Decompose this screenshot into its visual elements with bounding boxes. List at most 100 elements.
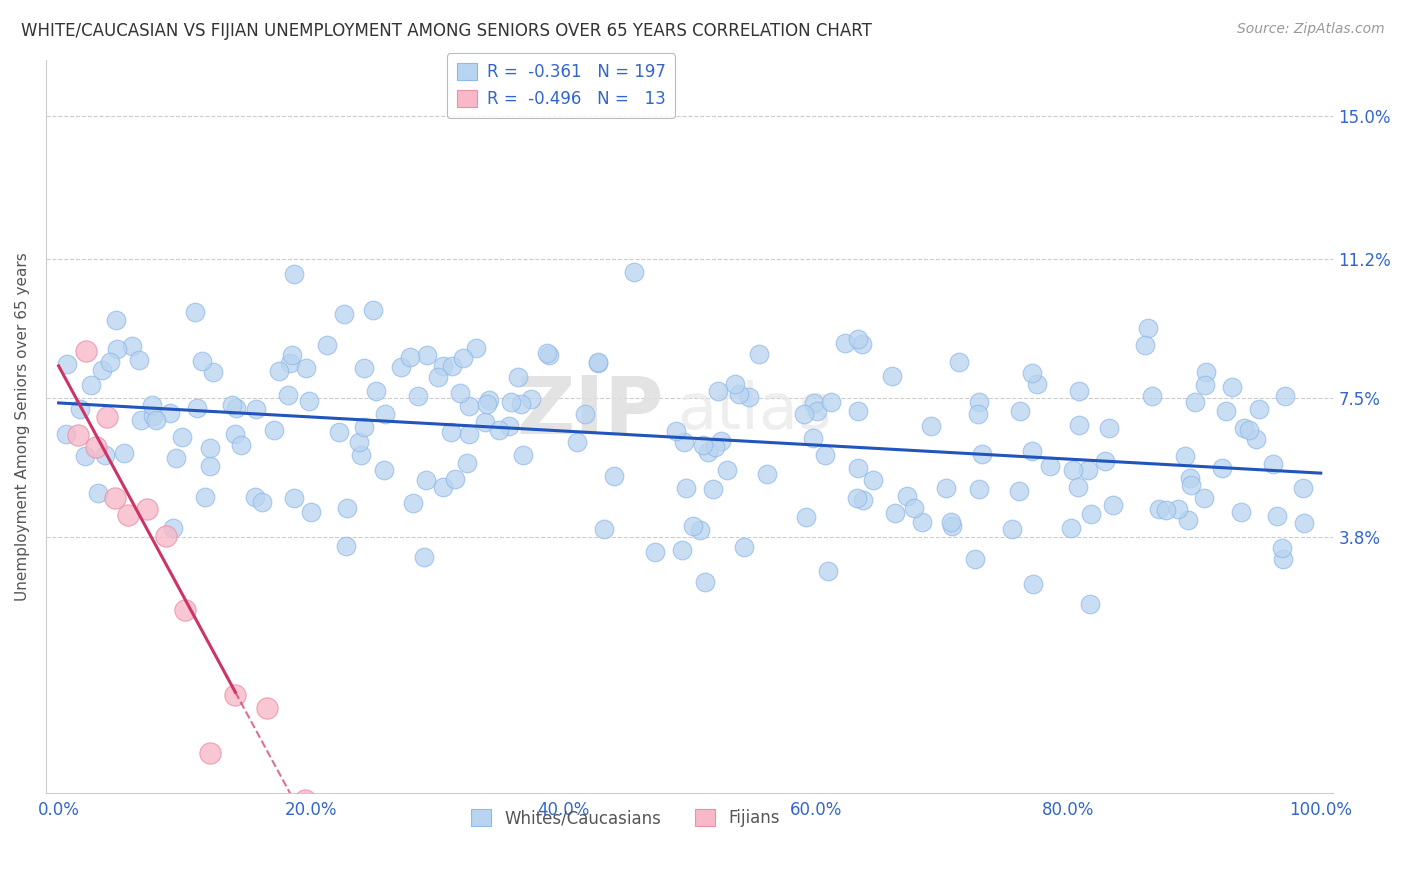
Point [221, 399, 243, 413]
Point [353, 420, 375, 434]
Point [373, 463, 395, 477]
Point [696, 445, 718, 459]
Point [817, 564, 839, 578]
Point [846, 460, 869, 475]
Point [389, 360, 412, 375]
Point [963, 551, 986, 566]
Point [1274, 389, 1296, 403]
Point [499, 395, 522, 409]
Point [862, 473, 884, 487]
Point [896, 489, 918, 503]
Point [1060, 521, 1083, 535]
Point [449, 385, 471, 400]
Point [413, 549, 436, 564]
Point [1067, 480, 1090, 494]
Y-axis label: Unemployment Among Seniors over 65 years: Unemployment Among Seniors over 65 years [15, 252, 30, 600]
Point [846, 332, 869, 346]
Point [1147, 502, 1170, 516]
Point [903, 500, 925, 515]
Point [1136, 321, 1159, 335]
Point [592, 522, 614, 536]
Point [141, 398, 163, 412]
Point [1177, 513, 1199, 527]
Point [794, 510, 817, 524]
Point [432, 359, 454, 374]
Point [737, 391, 759, 405]
Point [1230, 505, 1253, 519]
Point [475, 397, 498, 411]
Point [1247, 402, 1270, 417]
Point [66, 428, 89, 442]
Point [756, 467, 779, 481]
Point [941, 519, 963, 533]
Point [967, 482, 990, 496]
Point [186, 401, 208, 416]
Point [1178, 471, 1201, 485]
Point [121, 338, 143, 352]
Point [225, 401, 247, 416]
Point [665, 424, 688, 438]
Point [245, 401, 267, 416]
Point [623, 265, 645, 279]
Point [1195, 365, 1218, 379]
Point [1194, 377, 1216, 392]
Point [603, 469, 626, 483]
Point [277, 388, 299, 402]
Point [159, 406, 181, 420]
Point [814, 448, 837, 462]
Text: WHITE/CAUCASIAN VS FIJIAN UNEMPLOYMENT AMONG SENIORS OVER 65 YEARS CORRELATION C: WHITE/CAUCASIAN VS FIJIAN UNEMPLOYMENT A… [21, 22, 872, 40]
Point [586, 356, 609, 370]
Point [281, 348, 304, 362]
Point [86, 440, 108, 454]
Point [142, 409, 165, 423]
Point [1140, 388, 1163, 402]
Point [1271, 552, 1294, 566]
Point [162, 520, 184, 534]
Point [948, 354, 970, 368]
Point [1094, 454, 1116, 468]
Point [1215, 404, 1237, 418]
Point [194, 490, 217, 504]
Point [1263, 458, 1285, 472]
Point [880, 369, 903, 384]
Point [1098, 421, 1121, 435]
Point [250, 495, 273, 509]
Point [112, 446, 135, 460]
Point [793, 407, 815, 421]
Point [1133, 338, 1156, 352]
Point [315, 337, 337, 351]
Point [1167, 502, 1189, 516]
Point [972, 447, 994, 461]
Point [201, 365, 224, 379]
Point [453, 351, 475, 365]
Point [170, 429, 193, 443]
Point [245, 490, 267, 504]
Point [1220, 380, 1243, 394]
Point [644, 544, 666, 558]
Point [184, 304, 207, 318]
Point [1294, 516, 1316, 530]
Point [224, 426, 246, 441]
Point [748, 347, 770, 361]
Point [399, 350, 422, 364]
Point [1267, 508, 1289, 523]
Legend: Whites/Caucasians, Fijians: Whites/Caucasians, Fijians [463, 801, 787, 836]
Point [406, 389, 429, 403]
Point [498, 418, 520, 433]
Point [79, 378, 101, 392]
Point [1244, 433, 1267, 447]
Point [336, 500, 359, 515]
Point [267, 364, 290, 378]
Point [506, 370, 529, 384]
Point [1039, 459, 1062, 474]
Point [1021, 444, 1043, 458]
Point [104, 491, 127, 505]
Point [1174, 449, 1197, 463]
Point [920, 418, 942, 433]
Point [465, 342, 488, 356]
Point [1180, 477, 1202, 491]
Point [692, 438, 714, 452]
Point [231, 438, 253, 452]
Point [966, 407, 988, 421]
Point [104, 313, 127, 327]
